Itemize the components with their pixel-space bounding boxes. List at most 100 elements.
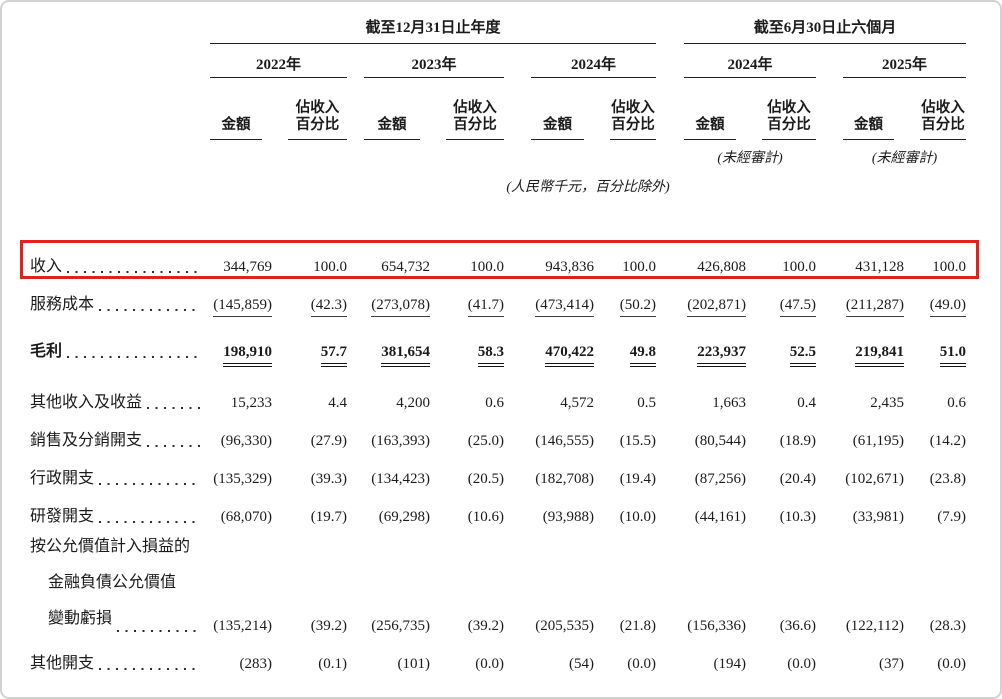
cell-value: (10.6) <box>467 509 504 525</box>
cell-value: (68,070) <box>220 509 272 525</box>
period-header-annual: 截至12月31日止年度 <box>210 16 656 44</box>
cell-value: 198,910 <box>223 344 272 367</box>
cell-value: (27.9) <box>310 433 347 449</box>
cell-value: (146,555) <box>535 433 594 449</box>
cell-value: (0.1) <box>318 656 347 672</box>
cell-value: (47.5) <box>779 297 816 317</box>
table-row: 毛利 198,910 57.7 381,654 58.3 470,422 49.8 223,9… <box>30 325 966 367</box>
unaudited-note-row: (未經審計) (未經審計) <box>30 140 966 167</box>
cell-value: (87,256) <box>694 471 746 487</box>
row-label: 銷售及分銷開支 <box>30 430 210 452</box>
cell-value: (156,336) <box>687 618 746 634</box>
dot-leader <box>67 356 200 358</box>
year-header-2025-interim: 2025年 <box>843 44 966 78</box>
currency-note-row: (人民幣千元，百分比除外) <box>30 167 966 196</box>
cell-value: (80,544) <box>694 433 746 449</box>
cell-value: (283) <box>239 656 273 672</box>
cell-value: 100.0 <box>932 259 966 275</box>
cell-value: (14.2) <box>929 433 966 449</box>
cell-value: (256,735) <box>371 618 430 634</box>
amount-column-header: 金額 <box>531 78 584 140</box>
cell-value: (21.8) <box>619 618 656 634</box>
cell-value: 0.6 <box>485 395 504 411</box>
cell-value: (54) <box>569 656 594 672</box>
table-row: 收入 344,769 100.0 654,732 100.0 943,836 100.0 42… <box>20 240 979 279</box>
cell-value: 0.4 <box>797 395 816 411</box>
cell-value: 654,732 <box>381 259 430 275</box>
cell-value: 219,841 <box>855 344 904 367</box>
dot-leader <box>147 445 200 447</box>
year-header-row: 2022年 2023年 2024年 2024年 2025年 <box>30 44 966 78</box>
cell-value: 1,663 <box>712 395 746 411</box>
cell-value: 426,808 <box>697 259 746 275</box>
cell-value: 100.0 <box>782 259 816 275</box>
table-row: 研發開支 (68,070) (19.7) (69,298) (10.6) (93,988)… <box>30 490 966 528</box>
cell-value: (19.4) <box>619 471 656 487</box>
unaudited-note: (未經審計) <box>871 151 938 166</box>
row-label: 毛利 <box>30 341 210 363</box>
percentage-column-header: 佔收入 百分比 <box>610 78 656 140</box>
cell-value: 51.0 <box>939 344 966 367</box>
cell-value: (211,287) <box>845 297 904 317</box>
cell-value: (122,112) <box>845 618 904 634</box>
row-label: 服務成本 <box>30 294 210 316</box>
percentage-column-header: 佔收入 百分比 <box>288 78 347 140</box>
year-header-2024-interim: 2024年 <box>684 44 816 78</box>
cell-value: (42.3) <box>310 297 347 317</box>
cell-value: 470,422 <box>545 344 594 367</box>
cell-value: (20.5) <box>467 471 504 487</box>
table-row: 行政開支 (135,329) (39.3) (134,423) (20.5) (182,7… <box>30 452 966 490</box>
cell-value: (134,423) <box>371 471 430 487</box>
cell-value: 431,128 <box>855 259 904 275</box>
table-row: 其他開支 (283) (0.1) (101) (0.0) (54) (0.0) (194) (0… <box>30 637 966 675</box>
table-row: 按公允價值計入損益的 金融負債公允價值 變動虧損 (135,214) (39.2) (25… <box>30 528 966 637</box>
cell-value: (101) <box>397 656 431 672</box>
cell-value: (194) <box>713 656 747 672</box>
percentage-column-header: 佔收入 百分比 <box>762 78 816 140</box>
cell-value: 4,572 <box>560 395 594 411</box>
cell-value: (163,393) <box>371 433 430 449</box>
row-label: 行政開支 <box>30 468 210 490</box>
cell-value: (10.3) <box>779 509 816 525</box>
dot-leader <box>99 521 200 523</box>
amount-column-header: 金額 <box>684 78 736 140</box>
column-header-row: 金額 佔收入 百分比 金額 佔收入 百分比 金額 佔收入 百分比 金額 佔收入 百分比 … <box>30 78 966 140</box>
table-row: 其他收入及收益 15,233 4.4 4,200 0.6 4,572 0.5 1,663 0.4… <box>30 376 966 414</box>
cell-value: (135,214) <box>213 618 272 634</box>
cell-value: (182,708) <box>535 471 594 487</box>
row-label: 其他收入及收益 <box>30 392 210 414</box>
unaudited-note: (未經審計) <box>717 151 783 166</box>
cell-value: (37) <box>879 656 904 672</box>
cell-value: (23.8) <box>929 471 966 487</box>
cell-value: (33,981) <box>852 509 904 525</box>
cell-value: (93,988) <box>542 509 594 525</box>
cell-value: (49.0) <box>929 297 966 317</box>
year-header-2024-annual: 2024年 <box>531 44 656 78</box>
cell-value: (61,195) <box>852 433 904 449</box>
cell-value: 15,233 <box>230 395 272 411</box>
year-header-2022: 2022年 <box>210 44 347 78</box>
cell-value: (0.0) <box>787 656 816 672</box>
cell-value: (25.0) <box>467 433 504 449</box>
cell-value: (205,535) <box>535 618 594 634</box>
cell-value: (69,298) <box>378 509 430 525</box>
cell-value: 100.0 <box>313 259 347 275</box>
cell-value: (0.0) <box>937 656 966 672</box>
table-row: 服務成本 (145,859) (42.3) (273,078) (41.7) (473,4… <box>30 278 966 317</box>
cell-value: (41.7) <box>467 297 504 317</box>
row-label: 其他開支 <box>30 653 210 675</box>
cell-value: 344,769 <box>223 259 272 275</box>
cell-value: 0.5 <box>637 395 656 411</box>
cell-value: (0.0) <box>475 656 504 672</box>
cell-value: (39.2) <box>467 618 504 634</box>
dot-leader <box>99 483 200 485</box>
cell-value: (145,859) <box>213 297 272 317</box>
percentage-column-header: 佔收入 百分比 <box>920 78 966 140</box>
cell-value: (19.7) <box>310 509 347 525</box>
table-body: 收入 344,769 100.0 654,732 100.0 943,836 100.0 42… <box>20 240 979 675</box>
table-row: 銷售及分銷開支 (96,330) (27.9) (163,393) (25.0) (146… <box>30 414 966 452</box>
row-label: 收入 <box>30 256 210 278</box>
cell-value: 223,937 <box>697 344 746 367</box>
amount-column-header: 金額 <box>210 78 262 140</box>
